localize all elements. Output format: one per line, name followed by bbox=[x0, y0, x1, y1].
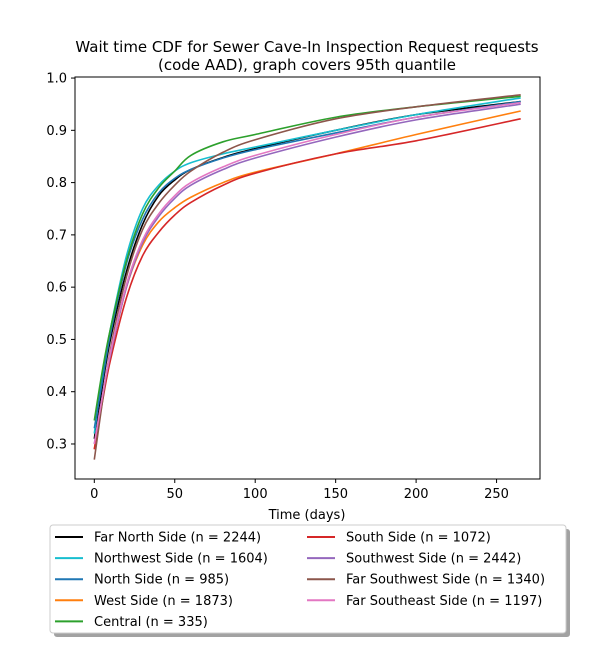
y-tick-label: 0.5 bbox=[46, 333, 67, 348]
series-line-2 bbox=[93, 100, 521, 429]
series-line-5 bbox=[93, 118, 521, 450]
x-tick-label: 150 bbox=[323, 487, 348, 502]
y-tick-label: 0.6 bbox=[46, 281, 67, 296]
legend-label: Southwest Side (n = 2442) bbox=[346, 552, 521, 567]
y-tick-label: 0.7 bbox=[46, 228, 67, 243]
y-tick-label: 0.9 bbox=[46, 124, 67, 139]
legend: Far North Side (n = 2244) Northwest Side … bbox=[49, 524, 570, 637]
x-tick-label: 50 bbox=[166, 487, 183, 502]
y-tick-label: 0.3 bbox=[46, 437, 67, 452]
x-tick-label: 250 bbox=[484, 487, 509, 502]
legend-label: North Side (n = 985) bbox=[94, 573, 229, 588]
chart-title: Wait time CDF for Sewer Cave-In Inspecti… bbox=[75, 38, 538, 56]
legend-label: West Side (n = 1873) bbox=[94, 594, 233, 609]
x-tick-label: 200 bbox=[404, 487, 429, 502]
x-tick-label: 100 bbox=[243, 487, 268, 502]
legend-label: Central (n = 335) bbox=[94, 615, 208, 630]
series-line-4 bbox=[93, 95, 521, 421]
legend-label: Far Southeast Side (n = 1197) bbox=[346, 594, 542, 609]
series-line-1 bbox=[93, 97, 521, 434]
legend-label: Far Southwest Side (n = 1340) bbox=[346, 573, 545, 588]
legend-label: Northwest Side (n = 1604) bbox=[94, 552, 268, 567]
x-axis: 0 50 100 150 200 250 bbox=[90, 479, 509, 502]
legend-items: Far North Side (n = 2244) Northwest Side … bbox=[55, 531, 545, 630]
series-line-7 bbox=[93, 93, 521, 460]
series-line-8 bbox=[93, 101, 521, 445]
legend-label: South Side (n = 1072) bbox=[346, 531, 491, 546]
chart-subtitle: (code AAD), graph covers 95th quantile bbox=[158, 56, 456, 74]
y-axis: 0.3 0.4 0.5 0.6 0.7 0.8 0.9 1.0 bbox=[46, 72, 75, 452]
y-tick-label: 0.4 bbox=[46, 385, 67, 400]
series-line-6 bbox=[93, 103, 521, 445]
y-tick-label: 0.8 bbox=[46, 176, 67, 191]
series-layer bbox=[93, 93, 521, 460]
plot-frame bbox=[74, 76, 541, 480]
x-tick-label: 0 bbox=[90, 487, 98, 502]
legend-label: Far North Side (n = 2244) bbox=[94, 531, 261, 546]
x-axis-label: Time (days) bbox=[268, 508, 346, 523]
series-line-3 bbox=[93, 110, 521, 450]
y-tick-label: 1.0 bbox=[46, 72, 67, 87]
series-line-0 bbox=[93, 100, 521, 439]
